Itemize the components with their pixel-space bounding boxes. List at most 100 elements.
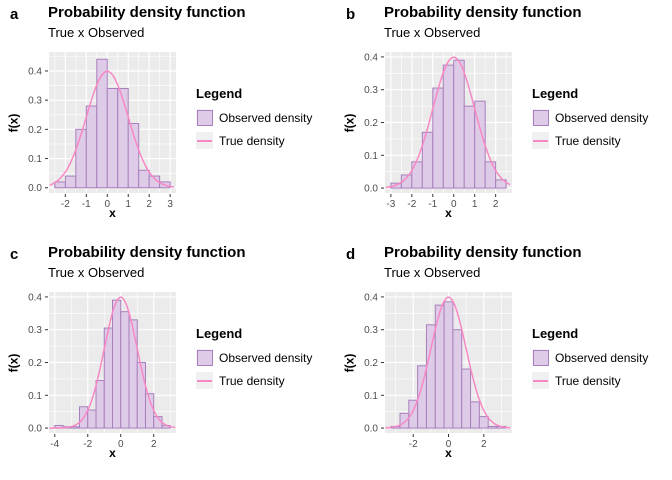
plot-title: Probability density function	[384, 244, 582, 261]
histogram-bar	[120, 311, 130, 429]
y-axis-title: f(x)	[341, 113, 356, 132]
histogram-bar	[106, 87, 119, 189]
legend-title: Legend	[532, 86, 579, 101]
legend-item-observed-density: Observed density	[532, 109, 668, 126]
histogram-bar	[463, 105, 476, 189]
x-tick-label: 0	[451, 199, 457, 210]
legend-item-true-density: True density	[532, 372, 668, 389]
density-line-icon	[533, 379, 548, 382]
y-axis-title-box: f(x)	[336, 52, 362, 193]
histogram-density-chart: -4 -2 0 2 0.0 0.1 0.2 0.3 0.4	[28, 292, 176, 450]
y-axis-title-box: f(x)	[336, 292, 362, 433]
x-tick-label: -2	[61, 199, 70, 210]
plot-title: Probability density function	[48, 244, 246, 261]
x-axis-title: x	[445, 206, 452, 220]
true-density-swatch	[196, 372, 213, 389]
histogram-bar	[87, 409, 97, 429]
true-density-curve	[385, 56, 511, 189]
histogram-bar	[470, 401, 480, 429]
histogram-density-chart: -3 -2 -1 0 1 2 0.0 0.1 0.2 0.3 0.4	[364, 52, 512, 210]
observed-density-swatch	[196, 349, 213, 366]
y-tick-label: 0.4	[28, 292, 42, 303]
y-tick-label: 0.3	[28, 325, 42, 336]
histogram-bar	[64, 175, 77, 189]
legend-item-label: Observed density	[555, 110, 649, 125]
histogram-bar	[461, 368, 472, 429]
y-tick-label: 0.3	[364, 85, 378, 96]
histogram-bar	[85, 105, 98, 189]
y-tick-label: 0.2	[364, 358, 378, 369]
density-line-icon	[197, 379, 212, 382]
legend: Legend Observed density True density	[196, 86, 332, 155]
true-density-curve	[49, 70, 175, 188]
legend-title: Legend	[196, 326, 243, 341]
x-tick-label: 0	[118, 439, 124, 450]
histogram-bar	[487, 425, 498, 429]
true-density-curve	[49, 296, 176, 429]
plot-subtitle: True x Observed	[384, 25, 481, 40]
true-density-swatch	[532, 132, 549, 149]
y-tick-label: 0.0	[364, 184, 378, 195]
histogram-bar	[138, 169, 150, 189]
histogram-bar	[75, 128, 87, 189]
legend-item-true-density: True density	[196, 372, 332, 389]
plot-subtitle: True x Observed	[48, 25, 145, 40]
y-tick-label: 0.0	[28, 424, 42, 435]
histogram-bar	[136, 362, 146, 429]
legend: Legend Observed density True density	[196, 326, 332, 395]
true-density-curve	[385, 296, 511, 429]
y-tick-label: 0.1	[28, 154, 42, 165]
x-axis-title: x	[109, 446, 116, 460]
histogram-density-chart: -2 0 2 0.0 0.1 0.2 0.3 0.4	[364, 292, 512, 450]
y-tick-label: 0.4	[28, 66, 42, 77]
histogram-bar	[127, 123, 140, 189]
y-tick-label: 0.2	[28, 125, 42, 136]
histogram-swatch-icon	[196, 349, 213, 366]
y-axis-title-box: f(x)	[0, 292, 26, 433]
histogram-bar	[95, 380, 105, 429]
y-tick-label: 0.0	[364, 424, 378, 435]
panel-a: a Probability density function True x Ob…	[0, 0, 336, 240]
y-axis-title-box: f(x)	[0, 52, 26, 193]
legend-item-true-density: True density	[532, 132, 668, 149]
plot-title: Probability density function	[384, 4, 582, 21]
histogram-bar	[478, 416, 489, 429]
y-tick-label: 0.3	[28, 96, 42, 107]
plot-title: Probability density function	[48, 4, 246, 21]
legend-item-observed-density: Observed density	[196, 109, 332, 126]
legend-item-label: True density	[219, 373, 285, 388]
legend-item-label: Observed density	[219, 350, 313, 365]
histogram-bar	[96, 58, 108, 189]
panel-c: c Probability density function True x Ob…	[0, 240, 336, 480]
histogram-bar	[399, 412, 410, 429]
legend-item-label: Observed density	[219, 110, 313, 125]
y-tick-label: 0.3	[364, 325, 378, 336]
y-tick-label: 0.2	[28, 358, 42, 369]
observed-density-swatch	[532, 349, 549, 366]
observed-density-swatch	[532, 109, 549, 126]
x-tick-label: -2	[407, 199, 416, 210]
x-tick-label: 2	[481, 439, 487, 450]
legend-item-observed-density: Observed density	[196, 349, 332, 366]
y-axis-title: f(x)	[341, 353, 356, 372]
panel-b: b Probability density function True x Ob…	[336, 0, 672, 240]
histogram-bar	[117, 87, 129, 189]
x-tick-label: -3	[386, 199, 395, 210]
legend: Legend Observed density True density	[532, 326, 668, 395]
x-axis-title: x	[445, 446, 452, 460]
histogram-bar	[442, 64, 455, 189]
panel-label: b	[346, 6, 356, 23]
density-line-icon	[197, 139, 212, 142]
legend-item-label: True density	[219, 133, 285, 148]
histogram-bar	[425, 324, 436, 429]
histogram-swatch-icon	[532, 109, 549, 126]
x-tick-label: 2	[151, 439, 157, 450]
observed-density-swatch	[196, 109, 213, 126]
histogram-bar	[411, 161, 423, 189]
x-tick-label: -1	[428, 199, 437, 210]
panel-label: d	[346, 246, 356, 263]
plot-subtitle: True x Observed	[48, 265, 145, 280]
legend-item-true-density: True density	[196, 132, 332, 149]
y-tick-label: 0.1	[364, 151, 378, 162]
x-tick-label: -2	[83, 439, 92, 450]
